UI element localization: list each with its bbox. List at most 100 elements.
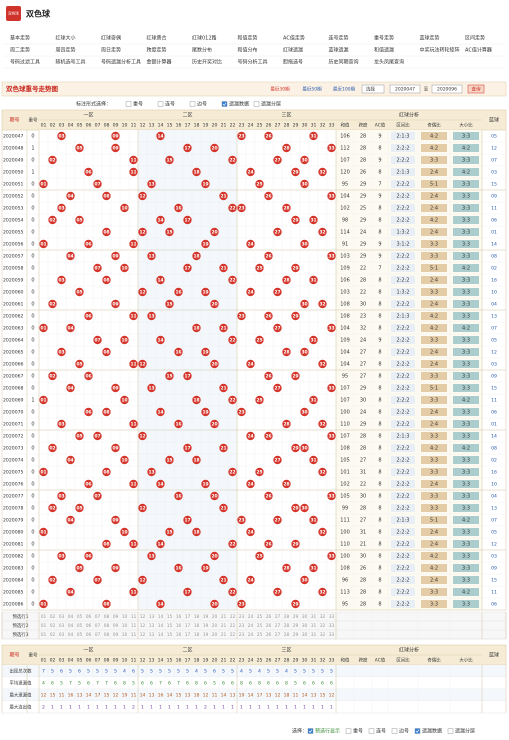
number-header: 27 (275, 658, 281, 664)
ball-number: 12 (139, 230, 145, 236)
red-ball (156, 407, 165, 417)
nav-link: 中奖玩法转轮矩阵 (420, 47, 460, 54)
zone-header: 二区 (182, 648, 192, 654)
ball-number: 03 (58, 350, 64, 356)
stats-value: 8 (285, 681, 288, 687)
ratio-cell (391, 156, 415, 164)
analysis-value: 3:3 (462, 458, 470, 464)
issue: 2020085 (3, 590, 24, 596)
ratio-cell (453, 360, 479, 368)
analysis-value: 5:1 (430, 182, 438, 188)
ball-number: 27 (274, 230, 280, 236)
repeat-count: 0 (31, 134, 34, 140)
option-checkbox[interactable] (253, 101, 260, 107)
ball-number: 11 (130, 242, 136, 248)
preselect-number: 33 (329, 623, 335, 629)
stats-value: 6 (267, 681, 270, 687)
issue: 2020082 (3, 554, 24, 560)
red-ball (84, 311, 93, 321)
footer-checkbox[interactable] (391, 728, 398, 734)
ball-number: 32 (319, 302, 325, 308)
ball-number: 29 (292, 542, 298, 548)
analysis-value: 2:4 (430, 410, 438, 416)
select-box[interactable] (361, 84, 385, 94)
red-ball (165, 227, 174, 237)
blue-ball: 10 (491, 290, 497, 296)
stats-value: 11 (212, 693, 218, 699)
issue: 2020060 (3, 290, 24, 296)
red-ball (129, 239, 138, 249)
red-ball (39, 467, 48, 477)
blue-ball: 05 (491, 530, 497, 536)
ratio-cell (453, 348, 479, 356)
analysis-value: 1:3:2 (397, 290, 410, 296)
red-ball (111, 299, 120, 309)
analysis-value: 2:2:2 (397, 350, 410, 356)
red-ball (138, 227, 147, 237)
footer-checkbox[interactable] (307, 728, 314, 734)
ratio-cell (391, 408, 415, 416)
number-header: 21 (221, 658, 227, 664)
analysis-value: 8 (378, 170, 381, 176)
analysis-value: 29 (360, 218, 366, 224)
analysis-value: 3:3 (430, 506, 438, 512)
analysis-value: 104 (340, 362, 350, 368)
ball-number: 19 (202, 350, 208, 356)
ratio-cell (421, 228, 447, 236)
option-checkbox[interactable] (157, 101, 164, 107)
footer-option: 边号 (399, 728, 409, 735)
ball-number: 05 (76, 146, 82, 152)
ball-number: 32 (319, 470, 325, 476)
footer-checkbox[interactable] (345, 728, 352, 734)
ball-number: 10 (121, 458, 127, 464)
preselect-number: 22 (230, 614, 236, 620)
stats-value: 1 (186, 705, 189, 711)
number-header: 28 (284, 123, 290, 129)
red-ball (129, 359, 138, 369)
blue-ball: 04 (491, 494, 497, 500)
analysis-value: 4:2 (430, 326, 438, 332)
footer-checkbox[interactable] (447, 728, 454, 734)
ratio-cell (453, 264, 479, 272)
ball-number: 31 (310, 218, 316, 224)
red-ball (255, 551, 264, 561)
number-header: 32 (320, 658, 326, 664)
analysis-value: 2:4 (430, 578, 438, 584)
query-button[interactable] (467, 84, 485, 94)
preselect-number: 15 (167, 632, 173, 638)
footer-checkbox[interactable] (368, 728, 375, 734)
stats-value: 5 (330, 669, 333, 675)
number-header: 01 (41, 123, 47, 129)
to-input[interactable] (431, 84, 463, 94)
analysis-value: 3:3 (462, 182, 470, 188)
red-ball (309, 455, 318, 465)
ball-number: 23 (238, 206, 244, 212)
stats-value: 4 (195, 669, 198, 675)
stats-value: 7 (105, 681, 108, 687)
red-ball (129, 311, 138, 321)
analysis-value: 3:3 (430, 338, 438, 344)
ball-number: 10 (121, 398, 127, 404)
nav-link: 红球奇偶 (101, 35, 121, 42)
analysis-value: 2:4 (430, 422, 438, 428)
analysis-value: 2:2:2 (397, 578, 410, 584)
red-ball (66, 455, 75, 465)
ball-number: 16 (175, 494, 181, 500)
analysis-value: 4:2 (430, 554, 438, 560)
option-checkbox[interactable] (221, 101, 228, 107)
analysis-value: 29 (360, 422, 366, 428)
nav-link: AC值走势 (283, 35, 305, 42)
red-ball (165, 527, 174, 537)
red-ball (66, 251, 75, 261)
nav-link: 随机选号工具 (56, 59, 86, 66)
from-input[interactable] (389, 84, 421, 94)
footer-checkbox[interactable] (414, 728, 421, 734)
number-header: 19 (203, 123, 209, 129)
option-checkbox[interactable] (189, 101, 196, 107)
ratio-cell (453, 132, 479, 140)
analysis-value: 28 (360, 158, 366, 164)
option-label: 遗漏分层 (261, 101, 281, 108)
ball-number: 24 (247, 434, 253, 440)
ratio-cell (391, 384, 415, 392)
option-checkbox[interactable] (125, 101, 132, 107)
